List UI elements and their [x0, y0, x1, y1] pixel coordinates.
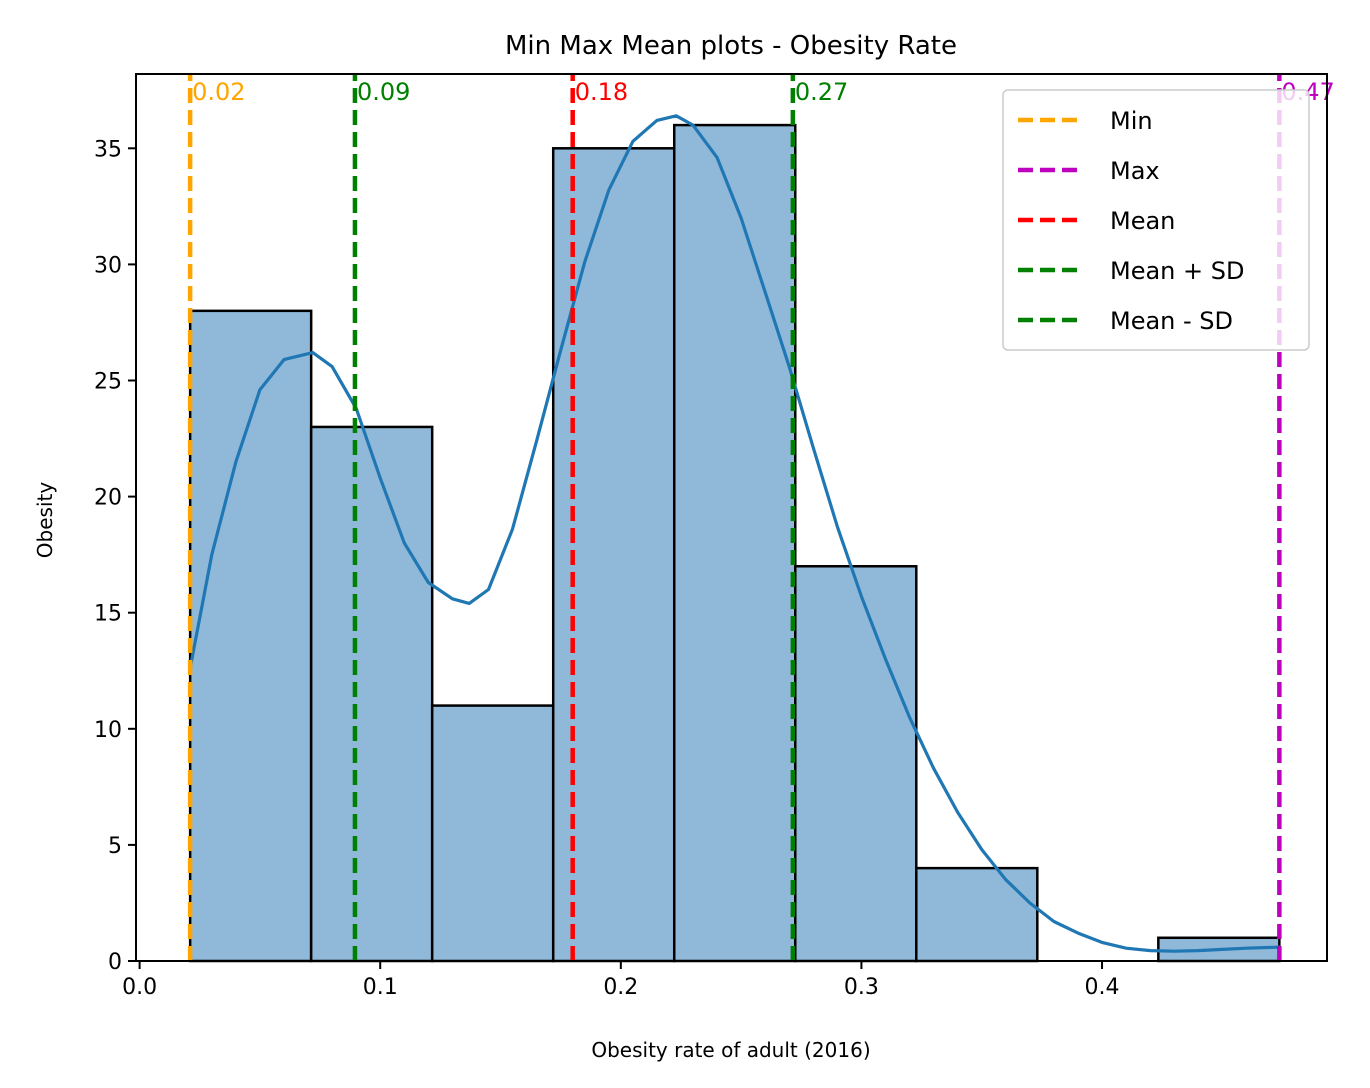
x-tick-label: 0.2	[603, 975, 638, 1000]
vline-value-label: 0.18	[575, 78, 628, 106]
legend-item-label: Mean	[1110, 207, 1175, 235]
vline-value-label: 0.27	[795, 78, 848, 106]
legend: Min Max Mean Mean + SD Mean - SD	[1003, 90, 1309, 350]
y-tick-label: 15	[94, 602, 122, 627]
histogram-bar	[795, 566, 916, 961]
y-tick-label: 25	[94, 370, 122, 395]
y-tick-label: 20	[94, 486, 122, 511]
vline-value-label: 0.09	[357, 78, 410, 106]
y-axis-label: Obesity	[33, 482, 57, 559]
legend-item-label: Max	[1110, 157, 1160, 185]
y-tick-label: 0	[108, 950, 122, 975]
x-tick-label: 0.0	[122, 975, 157, 1000]
legend-item-label: Mean + SD	[1110, 257, 1244, 285]
x-tick-label: 0.1	[363, 975, 398, 1000]
y-tick-label: 5	[108, 834, 122, 859]
histogram-bar	[674, 125, 795, 961]
legend-item-label: Min	[1110, 107, 1153, 135]
histogram-bar	[311, 427, 432, 961]
y-tick-label: 35	[94, 137, 122, 162]
x-tick-label: 0.3	[844, 975, 879, 1000]
chart-title: Min Max Mean plots - Obesity Rate	[505, 31, 957, 61]
y-tick-label: 10	[94, 718, 122, 743]
histogram-bar	[916, 868, 1037, 961]
vline-value-label: 0.02	[192, 78, 245, 106]
y-tick-label: 30	[94, 253, 122, 278]
histogram-bar	[432, 706, 553, 961]
legend-item-label: Mean - SD	[1110, 307, 1233, 335]
histogram-bar	[190, 311, 311, 961]
x-tick-label: 0.4	[1085, 975, 1120, 1000]
x-axis-label: Obesity rate of adult (2016)	[591, 1038, 870, 1062]
